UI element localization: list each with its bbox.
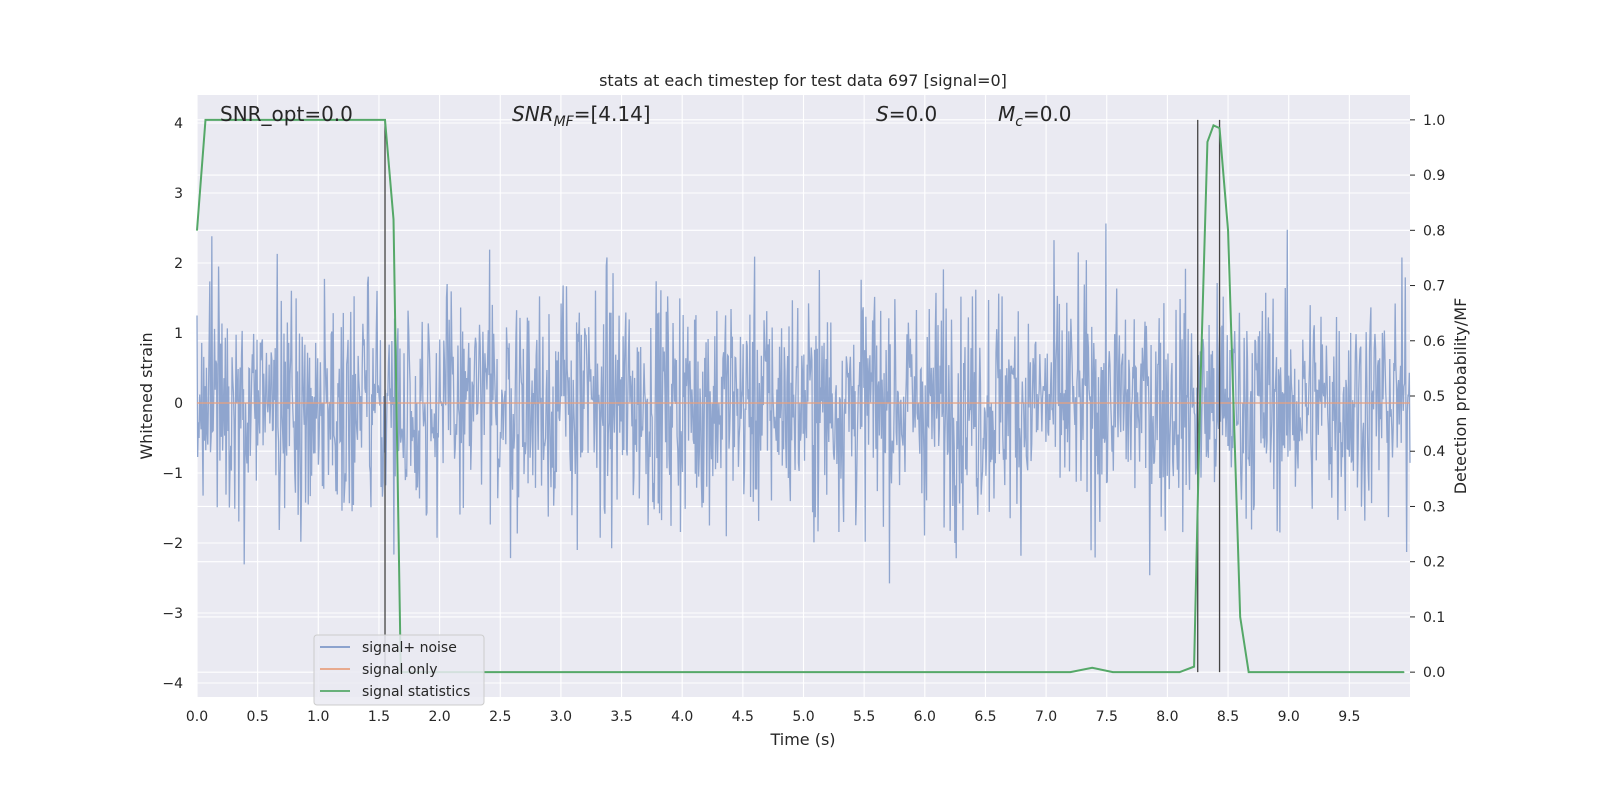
y-tick-label: −2 [162,536,183,552]
snr-mf-symbol: SNR [512,102,554,126]
y-axis-label: Whitened strain [137,332,156,459]
x-tick-label: 8.0 [1156,709,1178,725]
x-axis-ticks: 0.0 0.5 1.0 1.5 2.0 2.5 3.0 3.5 4.0 4.5 5.0 5.5 6.0 6… [186,709,1361,725]
x-tick-label: 1.0 [307,709,329,725]
y2-tick-label: 0.7 [1423,279,1445,295]
stats-point [392,218,395,220]
y-tick-label: 1 [174,326,183,342]
stats-point [1091,667,1093,669]
y-tick-label: 4 [174,116,183,132]
x-tick-label: 2.0 [428,709,450,725]
x-tick-label: 0.0 [186,709,208,725]
y-tick-label: 3 [174,186,183,202]
chart-title: stats at each timestep for test data 697… [599,71,1007,90]
stats-point [1212,124,1215,126]
y2-tick-label: 0.2 [1423,555,1445,571]
x-tick-label: 1.5 [368,709,390,725]
x-tick-label: 3.0 [550,709,572,725]
stats-point [1178,671,1181,673]
y2-tick-label: 0.3 [1423,499,1445,515]
legend-signal-label: signal only [362,662,437,678]
stats-point [1239,616,1241,618]
stats-point [204,119,207,121]
mc-subscript: c [1015,114,1023,130]
stats-point [1112,671,1114,673]
y2-tick-label: 0.8 [1423,223,1445,239]
y-tick-label: 0 [174,396,183,412]
x-tick-label: 6.5 [974,709,996,725]
x-tick-label: 4.5 [732,709,754,725]
x-axis-label: Time (s) [769,730,835,749]
s-value: =0.0 [889,102,938,126]
x-tick-label: 6.0 [914,709,936,725]
snr-mf-value: =[4.14] [574,102,651,126]
stats-point [317,119,319,121]
stats-point [1227,229,1229,231]
mc-value: =0.0 [1023,102,1072,126]
x-tick-label: 3.5 [610,709,632,725]
y2-tick-label: 1.0 [1423,113,1445,129]
legend-box [313,634,485,706]
annotation-snr-mf: SNRMF=[4.14] [512,102,651,130]
annotation-snr-opt: SNR_opt=0.0 [220,102,353,126]
stats-point [1069,671,1071,673]
vertical-markers [384,119,1221,673]
stats-point [1206,141,1209,143]
y2-axis-ticks: 1.0 0.9 0.8 0.7 0.6 0.5 0.4 0.3 0.2 0.1 0.0 [1410,113,1445,681]
y-tick-label: −4 [162,676,183,692]
y-axis-ticks: 4 3 2 1 0 −1 −2 −3 −4 [162,116,183,692]
y2-tick-label: 0.9 [1423,168,1445,184]
stats-point [1193,666,1195,668]
legend-stats-label: signal statistics [362,684,470,700]
x-tick-label: 5.0 [792,709,814,725]
noise-trace [196,223,1411,584]
stats-point [214,119,216,121]
y2-tick-label: 0.0 [1423,665,1445,681]
stats-point [196,229,198,231]
stats-point [384,119,386,121]
stats-point [1199,395,1201,397]
y-tick-label: 2 [174,256,183,272]
y2-tick-label: 0.5 [1423,389,1445,405]
y2-tick-label: 0.6 [1423,334,1445,350]
x-tick-label: 7.5 [1096,709,1118,725]
s-symbol: S [876,102,889,126]
legend-noise-label: signal+ noise [362,640,457,656]
x-tick-label: 2.5 [489,709,511,725]
annotation-mc: Mc=0.0 [998,102,1072,130]
snr-mf-subscript: MF [554,114,575,130]
stats-point [1403,671,1405,673]
y-tick-label: −1 [162,466,183,482]
noise-series [196,223,1411,584]
x-tick-label: 9.5 [1338,709,1360,725]
y2-tick-label: 0.1 [1423,610,1445,626]
x-tick-label: 9.0 [1278,709,1300,725]
y-tick-label: −3 [162,606,183,622]
x-tick-label: 0.5 [247,709,269,725]
legend: signal+ noise signal only signal statist… [313,634,485,706]
x-tick-label: 8.5 [1217,709,1239,725]
mc-symbol: M [998,102,1015,126]
annotation-s: S=0.0 [876,102,937,126]
x-tick-label: 4.0 [671,709,693,725]
y2-axis-label: Detection probability/MF [1451,298,1470,495]
x-tick-label: 7.0 [1035,709,1057,725]
y2-tick-label: 0.4 [1423,444,1445,460]
stats-point [1248,671,1250,673]
stats-point [1218,127,1221,129]
x-tick-label: 5.5 [853,709,875,725]
